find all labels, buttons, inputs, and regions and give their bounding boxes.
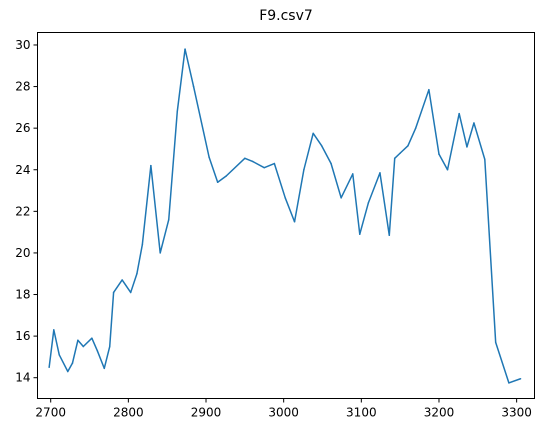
data-point xyxy=(320,145,323,147)
data-point xyxy=(473,122,475,124)
y-tick-label: 16 xyxy=(15,329,30,343)
data-point xyxy=(393,157,396,160)
y-tick-label: 26 xyxy=(15,121,30,135)
x-tick-label: 3200 xyxy=(424,406,455,420)
data-point xyxy=(216,181,219,183)
x-tick-label: 2900 xyxy=(191,406,222,420)
y-tick-label: 14 xyxy=(15,371,30,385)
data-point xyxy=(103,367,106,370)
data-point xyxy=(340,197,342,199)
x-axis: 2700 2800 2900 3000 3100 3200 3300 xyxy=(35,398,532,420)
data-point xyxy=(273,162,276,165)
x-tick-label: 2800 xyxy=(113,406,144,420)
data-point xyxy=(263,166,266,169)
data-point xyxy=(284,197,286,199)
x-tick-label: 3100 xyxy=(346,406,377,420)
data-point xyxy=(208,156,210,159)
data-point xyxy=(159,252,161,254)
data-point xyxy=(379,172,381,174)
data-point xyxy=(251,160,254,163)
data-point xyxy=(96,349,99,352)
data-point xyxy=(184,48,186,50)
data-point xyxy=(414,127,417,129)
data-point xyxy=(458,112,460,115)
data-point xyxy=(48,366,50,369)
data-point xyxy=(367,202,370,204)
y-tick-label: 28 xyxy=(15,80,30,94)
data-point xyxy=(176,110,179,113)
chart-title: F9.csv7 xyxy=(259,8,313,24)
data-point xyxy=(121,279,123,281)
data-point xyxy=(484,158,486,161)
series-line xyxy=(48,48,521,384)
data-point xyxy=(53,329,55,331)
y-tick-label: 22 xyxy=(15,204,30,218)
data-point xyxy=(112,291,115,294)
data-point xyxy=(388,234,391,237)
y-tick-label: 20 xyxy=(15,246,30,260)
data-point xyxy=(167,218,170,221)
plot-frame xyxy=(37,32,535,399)
data-point xyxy=(303,169,305,171)
x-tick-label: 3300 xyxy=(501,406,532,420)
data-point xyxy=(352,173,354,175)
data-point xyxy=(192,85,195,88)
data-point xyxy=(77,339,79,342)
data-point xyxy=(129,291,132,294)
data-point xyxy=(136,272,138,275)
data-point xyxy=(108,345,111,348)
data-point xyxy=(438,153,440,155)
data-point xyxy=(330,162,332,165)
data-point xyxy=(519,377,522,380)
data-point xyxy=(407,145,409,147)
plot-marks xyxy=(48,48,522,384)
data-point xyxy=(359,233,361,235)
y-tick-label: 30 xyxy=(15,38,30,52)
data-point xyxy=(508,382,510,384)
y-tick-label: 24 xyxy=(15,163,30,177)
data-point xyxy=(225,175,227,177)
data-point xyxy=(82,345,85,348)
data-point xyxy=(399,152,401,154)
data-point xyxy=(428,88,430,91)
data-point xyxy=(312,132,314,135)
data-point xyxy=(466,146,468,148)
data-point xyxy=(71,362,74,364)
x-tick-label: 3000 xyxy=(268,406,299,420)
data-point xyxy=(150,164,152,167)
data-point xyxy=(141,243,144,246)
data-point xyxy=(293,220,296,223)
data-point xyxy=(446,169,449,171)
y-tick-label: 18 xyxy=(15,288,30,302)
data-point xyxy=(58,354,60,356)
data-point xyxy=(67,370,69,373)
x-tick-label: 2700 xyxy=(35,406,66,420)
data-point xyxy=(244,157,246,160)
y-axis: 14 16 18 20 22 24 26 28 30 xyxy=(15,38,38,385)
data-point xyxy=(91,337,93,339)
data-point xyxy=(494,341,497,344)
